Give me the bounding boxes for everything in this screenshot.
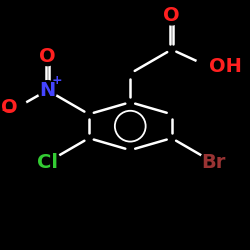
Circle shape (200, 149, 226, 175)
Text: Cl: Cl (37, 152, 58, 172)
Text: −: − (1, 103, 14, 118)
Text: O: O (163, 6, 180, 25)
Text: O: O (39, 46, 56, 66)
Circle shape (162, 6, 181, 25)
Circle shape (38, 81, 57, 100)
Circle shape (196, 54, 222, 80)
Text: N: N (39, 81, 56, 100)
Circle shape (38, 46, 57, 66)
Text: O: O (1, 98, 17, 117)
Circle shape (8, 98, 27, 117)
Text: Br: Br (201, 152, 225, 172)
Text: +: + (52, 74, 62, 87)
Text: OH: OH (209, 57, 242, 76)
Circle shape (34, 149, 60, 175)
